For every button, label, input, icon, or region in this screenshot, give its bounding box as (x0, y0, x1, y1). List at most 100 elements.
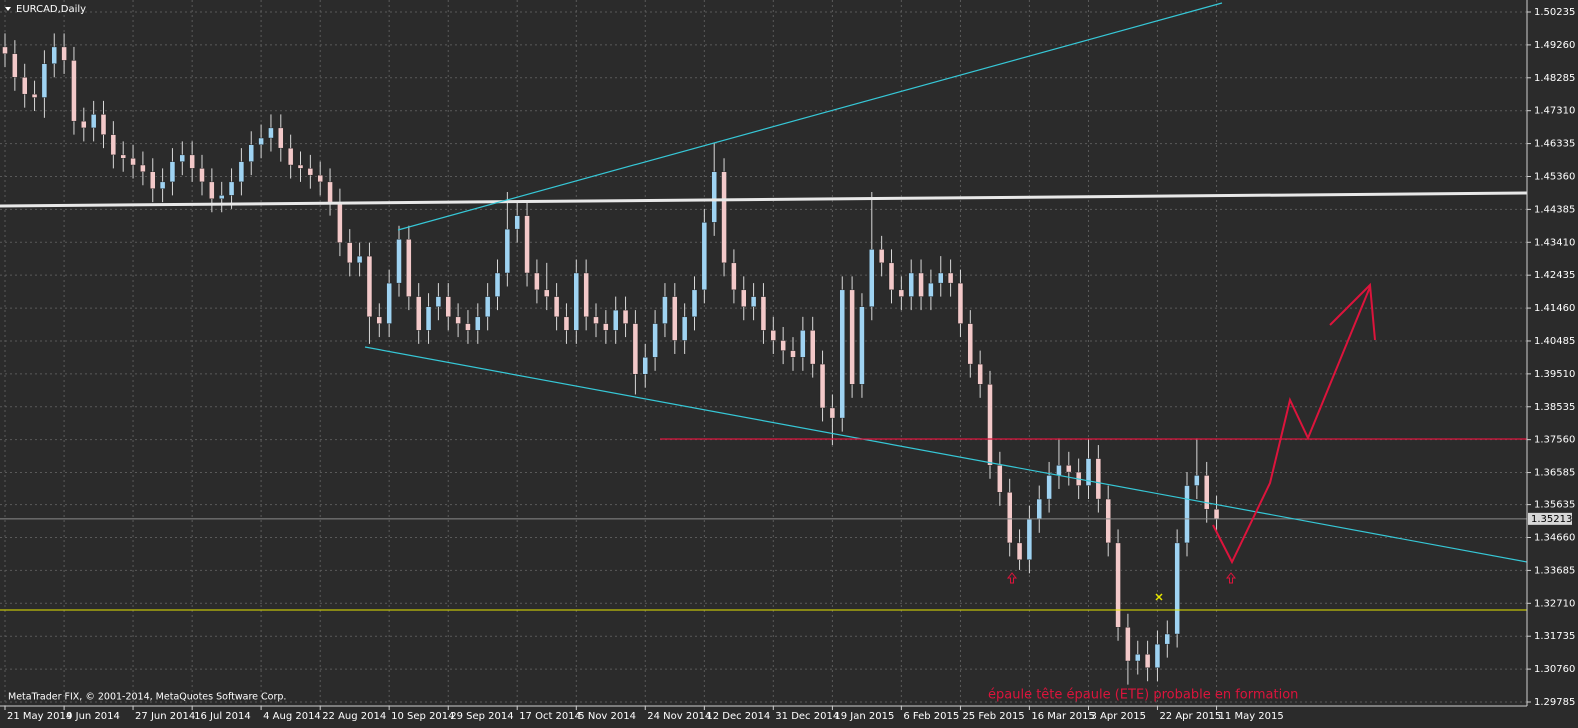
y-tick-label: 1.48285 (1534, 73, 1575, 84)
candle-body (268, 127, 274, 139)
annotation: épaule tête épaule (ETE) probable en for… (988, 688, 1298, 703)
candle-body (150, 171, 156, 189)
candle-body (238, 161, 245, 183)
candle-body (110, 134, 117, 156)
candle-body (376, 316, 382, 324)
candle-body (544, 289, 550, 297)
y-tick-label: 1.41460 (1534, 303, 1575, 314)
x-tick-label: 24 Nov 2014 (647, 711, 711, 722)
candle-body (455, 316, 461, 324)
candle-body (1213, 508, 1220, 520)
candle-body (662, 296, 668, 324)
candle-body (1194, 475, 1200, 486)
candle-body (130, 158, 136, 166)
candle-body (1203, 475, 1210, 510)
candle-body (465, 323, 471, 331)
candle-body (800, 330, 806, 358)
candle-body (100, 114, 107, 135)
candle-body (819, 363, 826, 409)
y-tick-label: 1.30760 (1534, 664, 1575, 675)
y-tick-label: 1.31735 (1534, 631, 1575, 642)
candle-body (593, 316, 599, 324)
candle-body (967, 323, 973, 365)
candle-body (1066, 465, 1072, 473)
candle-body (356, 255, 363, 264)
candle-body (435, 296, 442, 307)
x-tick-label: 25 Feb 2015 (962, 711, 1024, 722)
candle-body (632, 323, 639, 375)
candle-body (642, 357, 648, 375)
horizontal-level (0, 191, 1528, 208)
candle-body (189, 154, 195, 169)
candle-body (514, 215, 520, 230)
candle-body (396, 239, 402, 284)
candle-body (622, 309, 629, 324)
y-tick-label: 1.47310 (1534, 106, 1575, 117)
candle-body (406, 239, 412, 297)
y-tick-label: 1.43410 (1534, 237, 1575, 248)
candle-body (258, 137, 264, 145)
y-tick-label: 1.46335 (1534, 139, 1575, 150)
candle-body (741, 289, 747, 307)
y-tick-label: 1.29785 (1534, 697, 1575, 708)
x-tick-label: 29 Sep 2014 (450, 711, 513, 722)
candle-body (534, 272, 540, 291)
candle-body (31, 93, 38, 98)
x-tick-label: 21 May 2014 (7, 711, 72, 722)
candle-body (987, 384, 993, 466)
x-tick-label: 27 Jun 2014 (135, 711, 195, 722)
x-tick-label: 17 Oct 2014 (519, 711, 581, 722)
y-tick-label: 1.40485 (1534, 336, 1575, 347)
candle-body (90, 114, 97, 129)
candle-body (1144, 654, 1151, 668)
arrow-head (1329, 282, 1376, 341)
up-arrow-icon (1225, 572, 1237, 584)
candle-body (425, 306, 432, 331)
candle-body (652, 323, 658, 358)
candle-body (701, 222, 708, 291)
candle-body (957, 282, 964, 324)
chart-title: EURCAD,Daily (16, 4, 86, 15)
candle-body (337, 201, 343, 243)
candle-body (908, 272, 914, 297)
current-price-box (1528, 512, 1572, 525)
candle-body (1184, 485, 1190, 544)
candle-body (61, 46, 67, 61)
candle-body (228, 181, 235, 196)
candle-body (1135, 654, 1141, 662)
candle-body (750, 296, 757, 307)
candle-body (317, 174, 323, 183)
candles (0, 33, 1527, 685)
candle-body (770, 330, 776, 341)
x-tick-label: 22 Aug 2014 (322, 711, 386, 722)
candle-body (918, 272, 924, 297)
candle-body (603, 323, 609, 331)
candle-body (1095, 458, 1102, 500)
copyright: MetaTrader FIX, © 2001-2014, MetaQuotes … (8, 692, 286, 703)
candle-body (524, 215, 530, 274)
candle-body (416, 296, 422, 331)
y-tick-label: 1.45360 (1534, 171, 1575, 182)
candle-body (287, 147, 294, 166)
candle-body (977, 363, 983, 385)
y-tick-label: 1.33685 (1534, 565, 1575, 576)
x-tick-label: 12 Dec 2014 (706, 711, 770, 722)
candle-body (484, 296, 491, 318)
candle-body (307, 168, 314, 176)
candle-body (1016, 542, 1023, 560)
projection-path (1212, 286, 1371, 565)
candle-body (248, 144, 254, 162)
x-tick-label: 22 Apr 2015 (1159, 711, 1221, 722)
candle-body (829, 407, 836, 419)
candle-body (140, 164, 146, 172)
x-tick-label: 6 Feb 2015 (903, 711, 959, 722)
candle-body (898, 289, 905, 297)
current-price-label: 1.35213 (1531, 514, 1572, 525)
candle-body (494, 272, 501, 297)
candle-body (672, 296, 678, 341)
y-tick-label: 1.32710 (1534, 598, 1575, 609)
candle-body (1174, 542, 1180, 635)
candle-body (386, 282, 392, 324)
candle-body (218, 195, 225, 199)
